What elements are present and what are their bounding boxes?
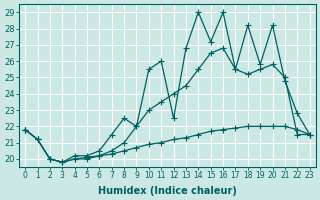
X-axis label: Humidex (Indice chaleur): Humidex (Indice chaleur): [98, 186, 237, 196]
